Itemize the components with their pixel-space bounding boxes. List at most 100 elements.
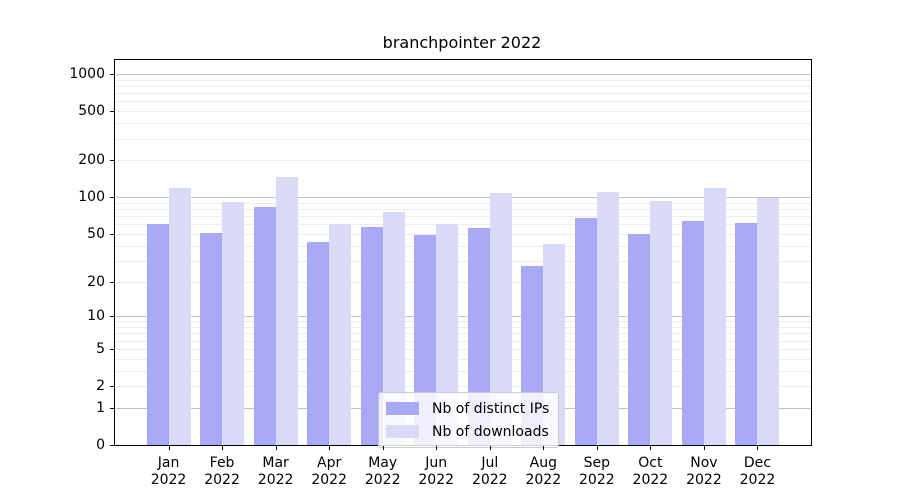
x-tick-mark bbox=[543, 446, 545, 450]
bar-apr-downloads bbox=[329, 224, 352, 445]
x-tick-year: 2022 bbox=[257, 472, 294, 488]
legend: Nb of distinct IPs Nb of downloads bbox=[378, 392, 560, 448]
x-tick-label: Sep 2022 bbox=[566, 455, 628, 489]
y-tick-mark bbox=[110, 316, 115, 318]
x-tick-year: 2022 bbox=[471, 472, 508, 488]
y-tick-mark bbox=[110, 445, 115, 446]
x-tick-year: 2022 bbox=[686, 472, 722, 488]
plot-area: Nb of distinct IPs Nb of downloads 100 0 5… bbox=[69, 59, 812, 488]
x-tick-label: Feb 2022 bbox=[191, 455, 253, 489]
bar-sep-downloads bbox=[596, 191, 619, 445]
minor-gridline bbox=[115, 79, 811, 81]
x-tick-year: 2022 bbox=[418, 472, 455, 488]
y-tick-mark bbox=[110, 386, 115, 388]
bar-feb-downloads bbox=[222, 201, 245, 445]
bar-mar-downloads bbox=[275, 177, 298, 445]
minor-gridline bbox=[115, 333, 811, 335]
x-tick-mark bbox=[703, 446, 705, 450]
x-tick-month: Jun bbox=[425, 455, 448, 471]
x-tick-mark bbox=[222, 446, 224, 450]
minor-gridline bbox=[115, 138, 811, 140]
y-tick-mark bbox=[110, 281, 115, 283]
y-tick-label: 10 bbox=[87, 308, 105, 325]
x-tick-year: 2022 bbox=[311, 472, 347, 488]
y-tick-mark bbox=[110, 160, 115, 162]
y-tick-label: 0 bbox=[96, 437, 105, 453]
x-tick-label: Jul 2022 bbox=[459, 455, 521, 489]
bar-dec-distinct-ips bbox=[735, 222, 758, 445]
minor-gridline bbox=[115, 160, 811, 162]
x-tick-month: Mar bbox=[262, 455, 289, 471]
minor-gridline bbox=[115, 224, 811, 226]
bar-nov-downloads bbox=[703, 188, 726, 445]
x-tick-month: Aug bbox=[529, 455, 557, 471]
x-tick-year: 2022 bbox=[364, 472, 401, 488]
minor-gridline bbox=[115, 202, 811, 204]
minor-gridline bbox=[115, 111, 811, 113]
bar-sep-distinct-ips bbox=[574, 218, 597, 445]
bar-mar-distinct-ips bbox=[253, 207, 276, 445]
minor-gridline bbox=[115, 216, 811, 218]
minor-gridline bbox=[115, 86, 811, 88]
x-tick-label: Aug 2022 bbox=[512, 455, 574, 489]
y-tick-mark bbox=[110, 74, 115, 76]
y-tick-mark bbox=[110, 233, 115, 235]
minor-gridline bbox=[115, 260, 811, 262]
x-tick-year: 2022 bbox=[525, 472, 562, 488]
minor-gridline bbox=[115, 101, 811, 103]
y-tick-label: 20 bbox=[87, 273, 105, 290]
x-tick-label: Nov 2022 bbox=[673, 455, 735, 489]
x-tick-month: May bbox=[368, 455, 398, 471]
x-tick-month: Jan bbox=[157, 455, 180, 471]
bar-jul-distinct-ips bbox=[467, 227, 490, 445]
x-tick-month: Jul bbox=[481, 455, 499, 471]
x-tick-mark bbox=[329, 446, 331, 450]
minor-gridline bbox=[115, 340, 811, 342]
bar-oct-downloads bbox=[650, 201, 673, 445]
x-tick-label: Jan 2022 bbox=[138, 455, 200, 489]
y-tick-label: 5 bbox=[96, 340, 105, 357]
x-tick-year: 2022 bbox=[739, 472, 776, 488]
legend-swatch-distinct-ips bbox=[386, 402, 419, 415]
bar-feb-distinct-ips bbox=[200, 232, 223, 445]
major-gridline bbox=[115, 74, 811, 76]
minor-gridline bbox=[115, 327, 811, 329]
bar-may-distinct-ips bbox=[360, 226, 383, 445]
major-gridline bbox=[115, 316, 811, 318]
bars-layer bbox=[115, 60, 811, 445]
x-tick-label: May 2022 bbox=[352, 455, 414, 489]
legend-label-downloads: Nb of downloads bbox=[432, 423, 549, 440]
legend-swatch-downloads bbox=[386, 425, 419, 438]
bar-jun-downloads bbox=[436, 224, 459, 445]
x-tick-month: Feb bbox=[209, 455, 235, 471]
y-tick-label: 200 bbox=[78, 152, 105, 169]
minor-gridline bbox=[115, 348, 811, 350]
major-gridline bbox=[115, 197, 811, 199]
x-tick-mark bbox=[596, 446, 598, 450]
y-tick-label: 500 bbox=[78, 103, 105, 120]
y-tick-label: 1 bbox=[96, 399, 105, 416]
minor-gridline bbox=[115, 123, 811, 125]
x-tick-year: 2022 bbox=[204, 472, 240, 488]
x-tick-mark bbox=[168, 446, 170, 450]
x-tick-mark bbox=[275, 446, 277, 450]
minor-gridline bbox=[115, 209, 811, 211]
minor-gridline bbox=[115, 233, 811, 235]
x-tick-year: 2022 bbox=[150, 472, 187, 488]
legend-label-distinct-ips: Nb of distinct IPs bbox=[432, 400, 550, 417]
x-tick-label: Mar 2022 bbox=[245, 455, 307, 489]
y-tick-label: 100 bbox=[78, 189, 105, 206]
bar-jan-downloads bbox=[168, 187, 191, 445]
legend-item-downloads: Nb of downloads bbox=[386, 421, 549, 442]
minor-gridline bbox=[115, 370, 811, 372]
x-tick-mark bbox=[757, 446, 759, 450]
x-tick-month: Apr bbox=[317, 455, 342, 471]
x-tick-month: Oct bbox=[638, 455, 663, 471]
x-tick-label: Apr 2022 bbox=[298, 455, 360, 489]
x-tick-mark bbox=[650, 446, 652, 450]
x-tick-year: 2022 bbox=[632, 472, 669, 488]
y-tick-label: 2 bbox=[96, 378, 105, 395]
y-tick-mark bbox=[110, 111, 115, 113]
x-tick-label: Jun 2022 bbox=[405, 455, 467, 489]
